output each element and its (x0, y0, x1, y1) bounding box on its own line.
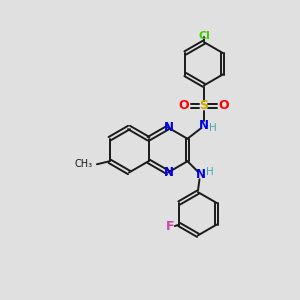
Text: S: S (200, 99, 208, 112)
Text: N: N (164, 166, 174, 179)
Text: N: N (164, 121, 174, 134)
Text: N: N (199, 119, 209, 132)
Text: O: O (179, 99, 190, 112)
Text: N: N (196, 168, 206, 181)
Text: Cl: Cl (198, 31, 210, 40)
Text: H: H (206, 167, 213, 177)
Text: O: O (218, 99, 229, 112)
Text: CH₃: CH₃ (75, 159, 93, 169)
Text: H: H (208, 123, 216, 133)
Text: F: F (165, 220, 174, 233)
